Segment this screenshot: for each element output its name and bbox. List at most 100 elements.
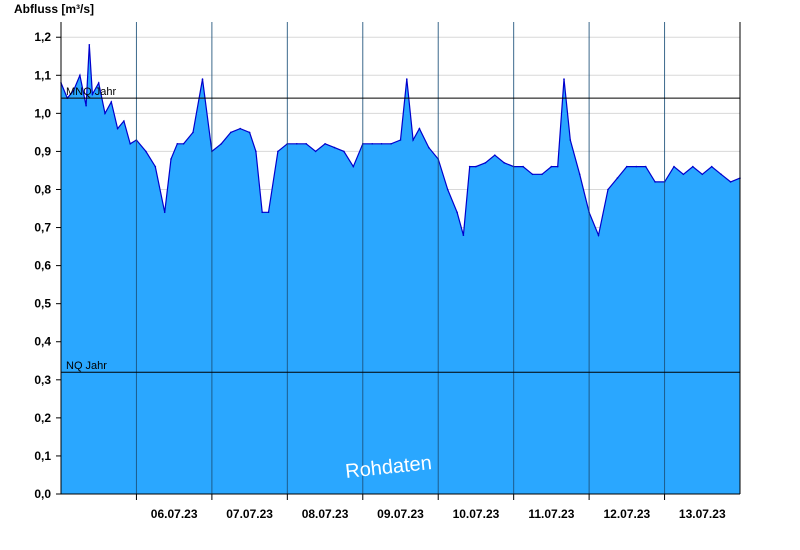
- data-point: [456, 211, 458, 214]
- data-point: [145, 150, 147, 153]
- data-point: [88, 44, 91, 46]
- data-point: [682, 173, 685, 176]
- data-point: [578, 173, 581, 176]
- data-point: [418, 127, 421, 130]
- data-point: [192, 131, 194, 134]
- data-point: [72, 89, 75, 92]
- data-point: [261, 211, 264, 214]
- y-tick-label: 1,0: [34, 106, 51, 120]
- data-point: [305, 143, 308, 145]
- plot-area: MNQ Jahr NQ Jahr: [60, 22, 741, 495]
- data-point: [277, 150, 279, 153]
- data-point: [569, 139, 572, 141]
- data-point: [720, 173, 722, 176]
- x-tick-label: 08.07.23: [302, 507, 349, 521]
- y-tick-label: 0,7: [34, 221, 51, 235]
- data-point: [399, 139, 402, 141]
- data-point: [91, 93, 94, 96]
- data-point: [710, 165, 713, 168]
- y-tick-label: 0,4: [34, 335, 51, 349]
- reference-line-label: MNQ Jahr: [66, 86, 116, 98]
- x-tick-label: 07.07.23: [226, 507, 273, 521]
- data-point: [692, 165, 694, 168]
- x-axis: 06.07.23 07.07.23 08.07.23 09.07.23 10.07.23…: [61, 493, 740, 521]
- y-tick-label: 0,8: [34, 182, 51, 196]
- data-point: [390, 143, 392, 145]
- x-tick-label: 13.07.23: [679, 507, 726, 521]
- data-point: [635, 165, 638, 168]
- x-tick-label: 09.07.23: [377, 507, 424, 521]
- data-point: [79, 74, 81, 77]
- data-point: [230, 131, 232, 134]
- y-tick-label: 1,1: [34, 68, 51, 82]
- data-point: [104, 112, 106, 115]
- data-point: [729, 181, 732, 183]
- data-point: [701, 173, 704, 176]
- data-point: [324, 143, 326, 145]
- data-point: [673, 165, 675, 168]
- series-area: [61, 44, 740, 495]
- data-point: [607, 188, 609, 191]
- data-point: [468, 165, 471, 168]
- data-point: [97, 82, 100, 84]
- y-axis-label: Abfluss [m³/s]: [14, 2, 94, 16]
- data-point: [484, 162, 487, 164]
- data-point: [176, 143, 179, 145]
- data-point: [255, 150, 257, 153]
- data-point: [563, 78, 565, 80]
- y-tick-label: 0,2: [34, 411, 51, 425]
- data-point: [163, 211, 166, 214]
- x-tick-label: 11.07.23: [528, 507, 574, 521]
- data-point: [654, 181, 656, 183]
- data-point: [531, 173, 534, 176]
- data-point: [154, 165, 157, 168]
- data-point: [248, 131, 251, 134]
- data-point: [314, 150, 317, 153]
- y-tick-label: 0,5: [34, 297, 51, 311]
- data-point: [556, 165, 559, 168]
- data-point: [475, 165, 477, 168]
- data-point: [503, 162, 506, 164]
- y-tick-label: 0,1: [34, 449, 51, 463]
- x-tick-label: 06.07.23: [151, 507, 198, 521]
- data-point: [522, 165, 524, 168]
- data-point: [616, 177, 619, 179]
- data-point: [644, 165, 647, 168]
- data-point: [626, 165, 628, 168]
- data-point: [446, 188, 449, 191]
- y-tick-label: 0,9: [34, 144, 51, 158]
- data-point: [296, 143, 298, 145]
- data-point: [267, 211, 270, 214]
- data-point: [597, 234, 600, 236]
- data-point: [550, 165, 553, 168]
- data-point: [428, 146, 430, 149]
- data-point: [129, 143, 131, 145]
- data-point: [541, 173, 543, 176]
- y-tick-label: 1,2: [34, 30, 51, 44]
- data-point: [380, 143, 383, 145]
- data-point: [462, 234, 465, 236]
- data-point: [494, 154, 496, 156]
- y-tick-label: 0,6: [34, 259, 51, 273]
- data-point: [182, 143, 185, 145]
- data-point: [371, 143, 374, 145]
- reference-line-label: NQ Jahr: [66, 360, 107, 372]
- data-point: [201, 78, 204, 80]
- data-point: [333, 146, 336, 149]
- data-point: [352, 165, 355, 168]
- data-point: [220, 143, 223, 145]
- data-point: [412, 139, 414, 141]
- data-point: [343, 150, 345, 153]
- data-point: [239, 127, 241, 130]
- y-axis: 0,0 0,1 0,2 0,3 0,4 0,5 0,6 0,7 0,8 0,9 1,0 1,1 1,2: [34, 22, 741, 501]
- y-tick-label: 0,0: [34, 487, 51, 501]
- data-point: [123, 120, 125, 122]
- x-tick-label: 10.07.23: [453, 507, 500, 521]
- data-point: [170, 158, 172, 160]
- data-point: [406, 78, 408, 80]
- data-point: [85, 104, 87, 107]
- data-point: [110, 101, 113, 103]
- data-point: [116, 127, 119, 130]
- x-tick-label: 12.07.23: [603, 507, 650, 521]
